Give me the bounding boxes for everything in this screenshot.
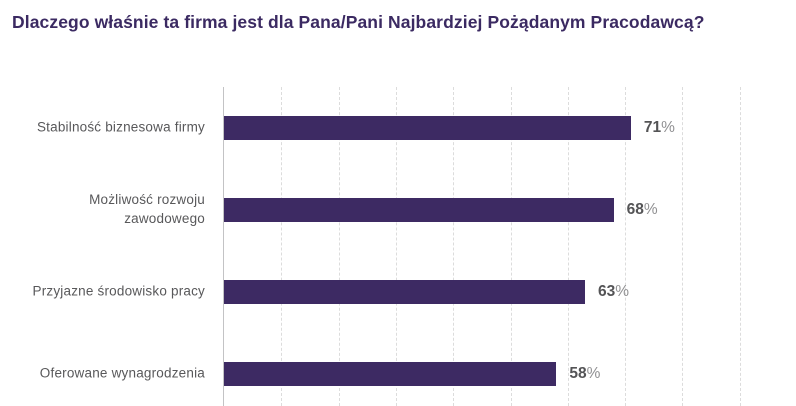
plot-area — [223, 87, 796, 406]
bar — [224, 116, 631, 140]
category-label: Oferowane wynagrodzenia — [39, 365, 205, 381]
chart-row: Możliwość rozwoju zawodowego 68% — [0, 192, 796, 226]
category-label: Możliwość rozwoju zawodowego — [89, 192, 205, 226]
value-number: 68 — [626, 201, 644, 218]
value-unit: % — [586, 365, 601, 382]
value-number: 58 — [569, 365, 587, 382]
bar — [224, 362, 557, 386]
chart-title: Dlaczego właśnie ta firma jest dla Pana/… — [12, 12, 705, 32]
value-label: 68% — [627, 198, 658, 222]
gridline — [682, 87, 684, 406]
value-label: 71% — [644, 116, 675, 140]
gridline — [510, 87, 512, 406]
value-unit: % — [615, 283, 630, 300]
chart-row: Przyjazne środowisko pracy 63% — [0, 280, 796, 304]
value-number: 71 — [643, 119, 662, 136]
gridline — [739, 87, 741, 406]
category-label: Przyjazne środowisko pracy — [32, 283, 205, 299]
gridline — [338, 87, 340, 406]
gridline — [453, 87, 455, 406]
chart-row: Oferowane wynagrodzenia 58% — [0, 362, 796, 386]
category-label: Stabilność biznesowa firmy — [36, 119, 205, 135]
gridline — [395, 87, 397, 406]
chart-row: Stabilność biznesowa firmy 71% — [0, 116, 796, 140]
gridline — [281, 87, 283, 406]
value-number: 63 — [597, 283, 616, 300]
gridline — [625, 87, 627, 406]
value-label: 63% — [598, 280, 629, 304]
gridline — [567, 87, 569, 406]
value-label: 58% — [569, 362, 600, 386]
bar — [224, 280, 585, 304]
value-unit: % — [661, 119, 675, 136]
bar — [224, 198, 614, 222]
value-unit: % — [643, 201, 658, 218]
